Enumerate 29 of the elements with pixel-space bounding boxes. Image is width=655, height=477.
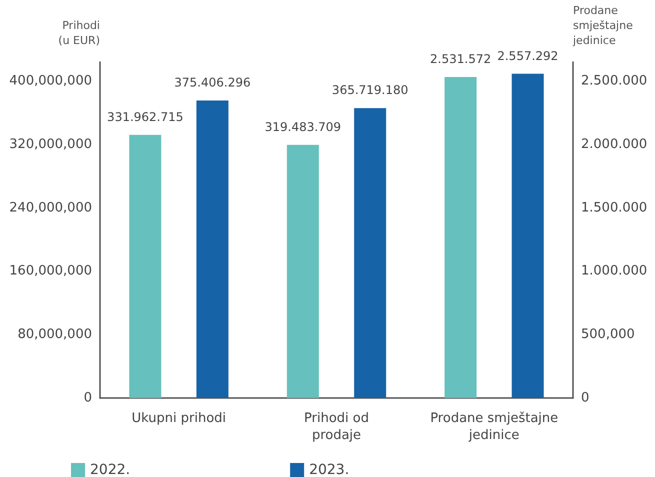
bar	[286, 144, 319, 398]
data-label: 375.406.296	[174, 76, 251, 90]
y2-tick-label: 2.000.000	[581, 136, 648, 152]
y2-tick-label: 1.000.000	[581, 264, 648, 279]
y2-tick-label: 0	[581, 390, 590, 406]
data-label: 319.483.709	[264, 120, 342, 134]
data-label: 365.719.180	[332, 83, 408, 98]
legend-label: 2022.	[90, 462, 130, 477]
y-tick-label: 320,000,000	[9, 136, 92, 152]
y2-tick-label: 2.500.000	[581, 74, 648, 89]
y-tick-label: 240,000,000	[9, 200, 92, 216]
y2-tick-label: 1.500.000	[581, 200, 648, 216]
y-tick-label: 400,000,000	[9, 74, 92, 89]
legend-label: 2023.	[309, 462, 350, 477]
x-tick-label: Prihodi od prodaje	[304, 411, 369, 443]
x-tick-label: Ukupni prihodi	[132, 411, 226, 426]
data-label: 2.531.572	[430, 52, 492, 66]
data-label: 331.962.715	[107, 110, 184, 124]
y-tick-label: 160,000,000	[9, 264, 92, 279]
y2-axis-title: Prodane smještajne jedinice	[572, 4, 634, 47]
x-tick-label: Prodane smještajne jedinice	[430, 411, 558, 443]
data-label: 2.557.292	[497, 48, 558, 63]
y-axis-title: Prihodi (u EUR)	[58, 19, 100, 47]
bar	[129, 134, 162, 398]
bar	[354, 108, 386, 398]
y2-tick-label: 500,000	[581, 327, 635, 342]
y-tick-label: 0	[84, 390, 92, 406]
y-tick-label: 80,000,000	[18, 327, 92, 342]
bar	[196, 100, 228, 398]
